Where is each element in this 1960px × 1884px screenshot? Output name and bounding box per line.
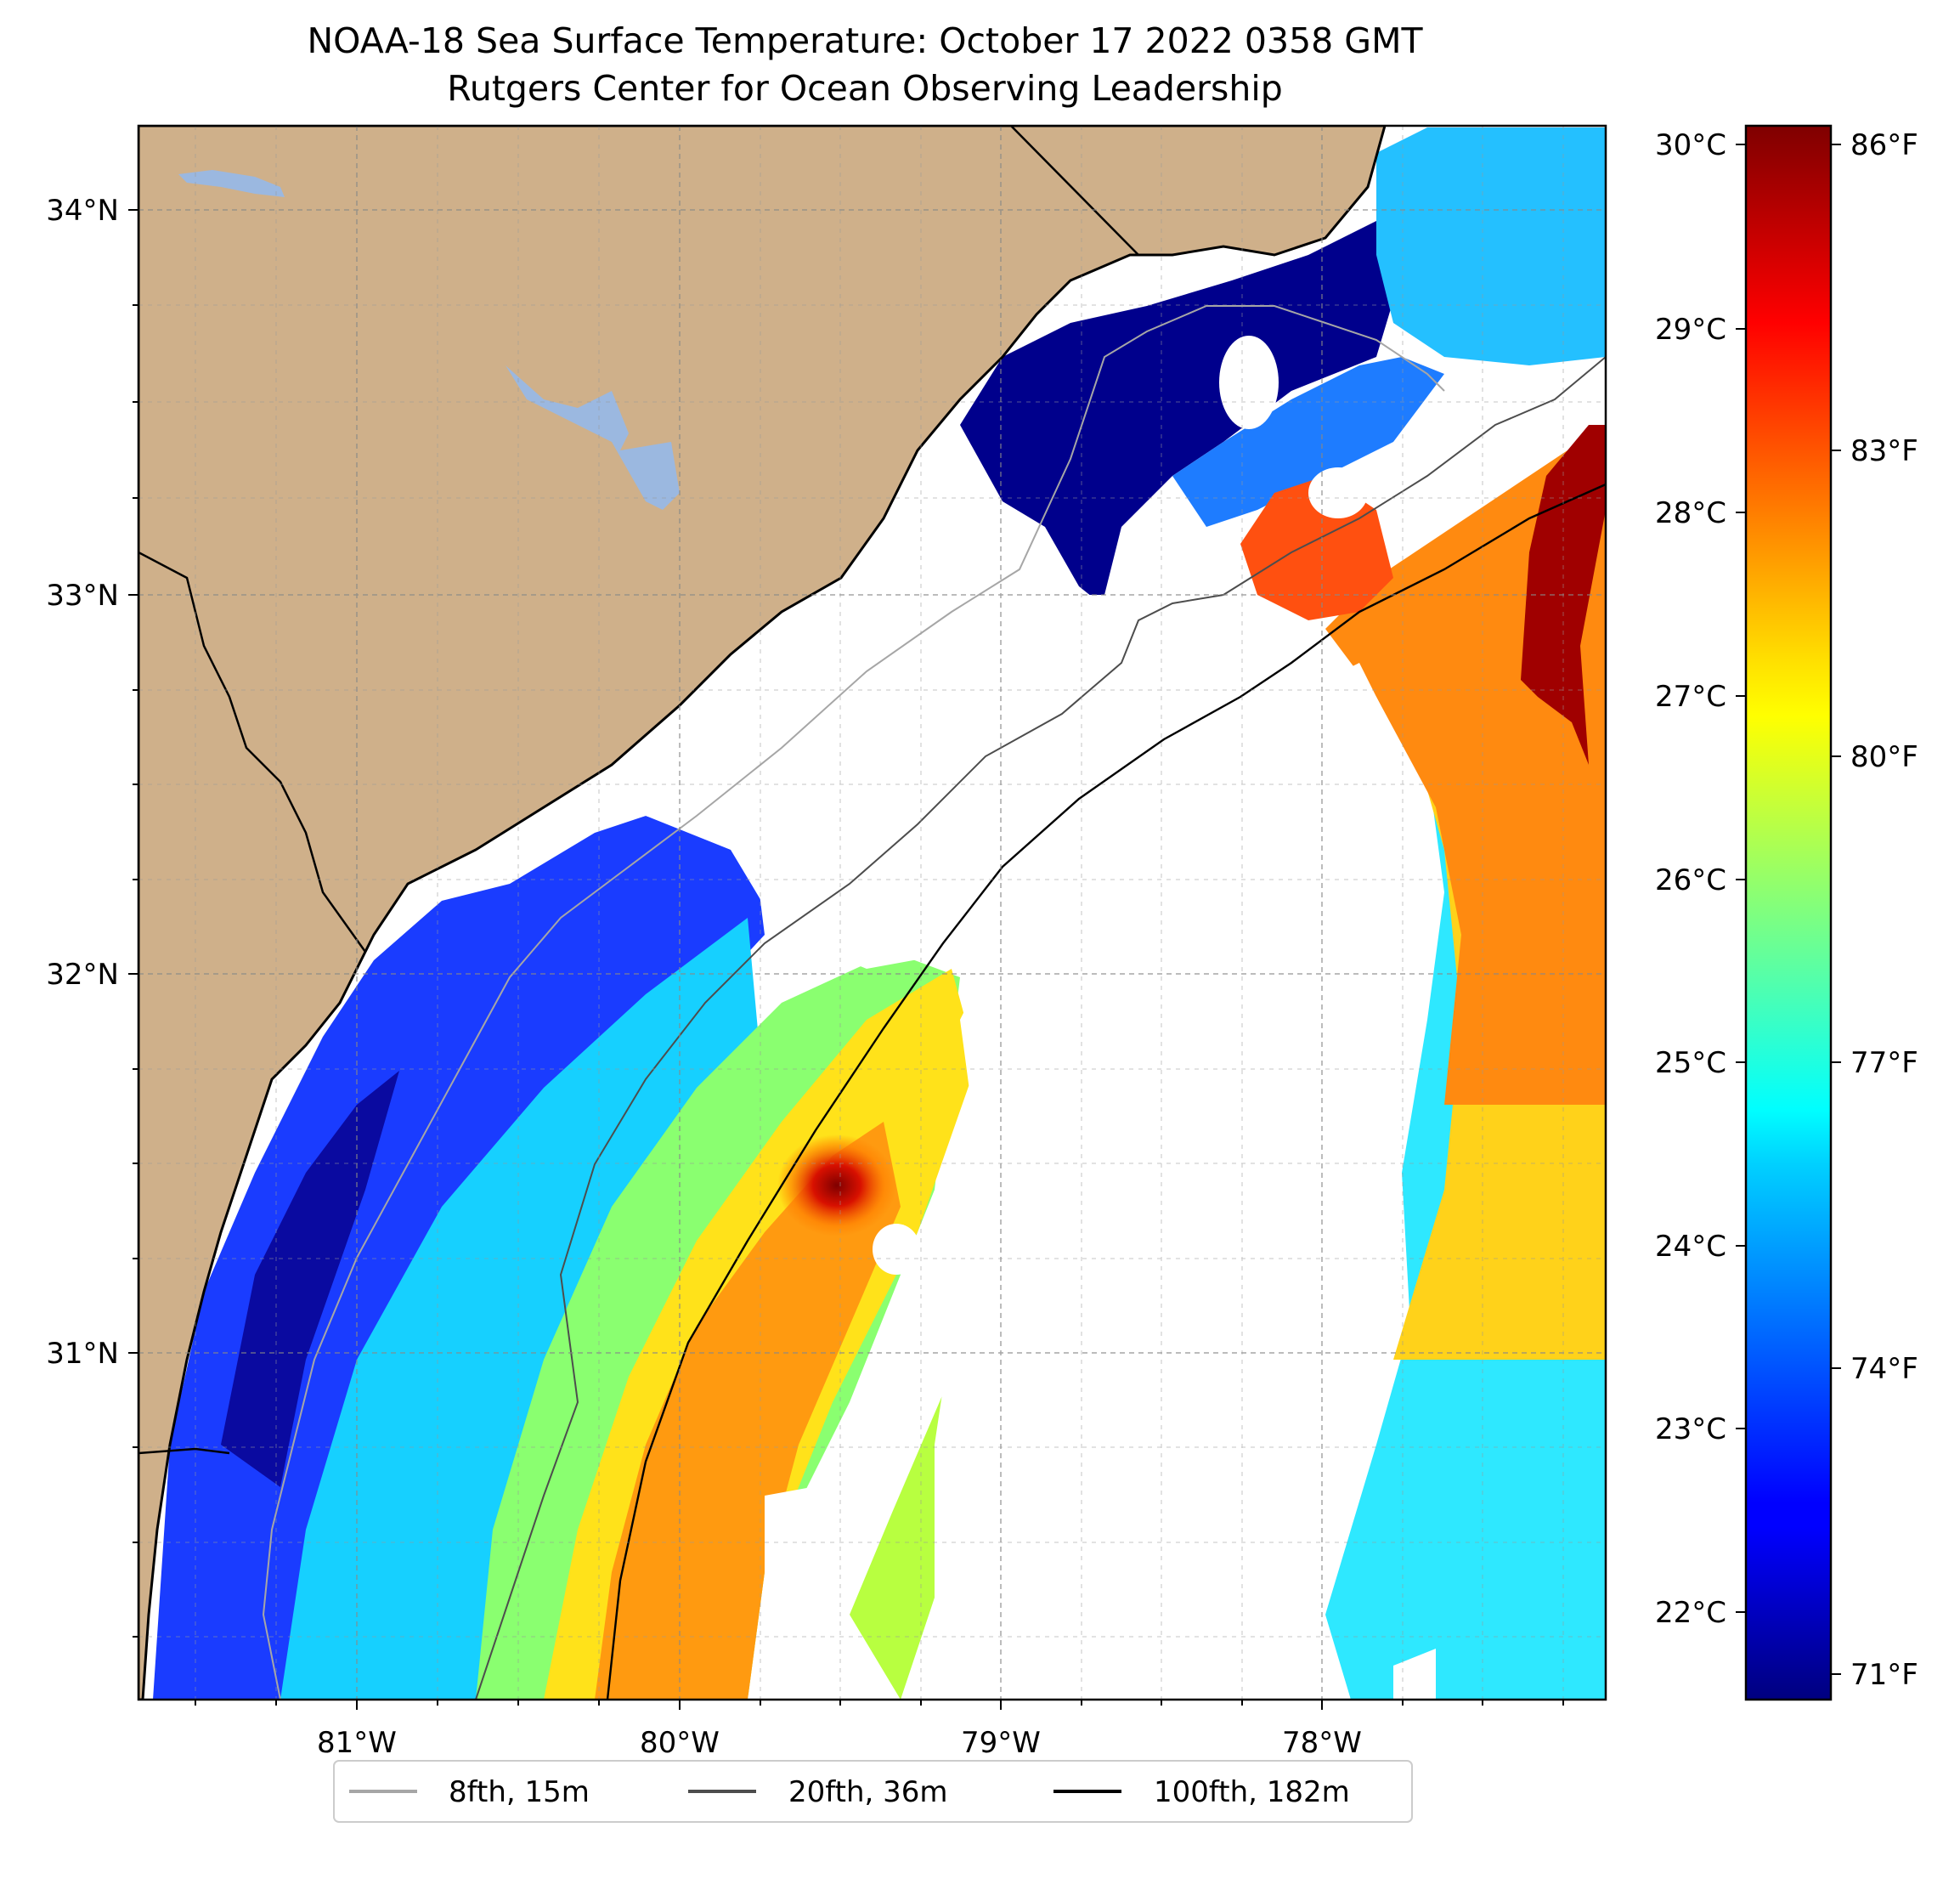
latitude-axis: [128, 209, 138, 1638]
state-boundary-nc-sc: [1010, 126, 1139, 256]
colorbar-fahrenheit-label: 74°F: [1850, 1352, 1918, 1386]
chart-title-line2: Rutgers Center for Ocean Observing Leade…: [447, 68, 1283, 109]
colorbar-celsius-label: 30°C: [1655, 128, 1726, 162]
longitude-axis: [195, 1700, 1564, 1710]
colorbar: 30°C 29°C 28°C 27°C 26°C 25°C 24°C 23°C …: [1655, 124, 1918, 1701]
chart-title-line1: NOAA-18 Sea Surface Temperature: October…: [307, 20, 1423, 61]
map-frame: [137, 124, 1607, 1701]
colorbar-fahrenheit-label: 83°F: [1850, 434, 1918, 468]
colorbar-fahrenheit-label: 80°F: [1850, 740, 1918, 774]
no-data-south-gap: [748, 1479, 875, 1700]
sst-hotspot: [777, 1134, 896, 1236]
colorbar-celsius-label: 23°C: [1655, 1412, 1726, 1446]
sst-coastal-cyan: [280, 918, 765, 1700]
colorbar-fahrenheit-label: 86°F: [1850, 128, 1918, 162]
sst-map: [138, 126, 1606, 1700]
contour-8fth: [262, 305, 1445, 1700]
colorbar-celsius-label: 29°C: [1655, 313, 1726, 347]
no-data-small-hole: [873, 1224, 920, 1275]
lat-tick-label: 31°N: [46, 1337, 119, 1371]
map-gridlines: [138, 126, 1606, 1700]
lake-marion-lake: [506, 365, 680, 510]
legend-label-20fth: 20fth, 36m: [788, 1775, 948, 1809]
no-data-cloud-central: [935, 663, 1436, 1640]
colorbar-celsius-label: 24°C: [1655, 1230, 1726, 1264]
colorbar-celsius-label: 22°C: [1655, 1596, 1726, 1630]
state-boundary-sc-ga: [138, 551, 367, 953]
lon-tick-label: 79°W: [961, 1726, 1041, 1760]
lon-tick-label: 80°W: [640, 1726, 720, 1760]
lon-tick-label: 81°W: [317, 1726, 397, 1760]
sst-north-blue-mix: [1172, 357, 1444, 527]
contour-100fth: [606, 483, 1606, 1700]
no-data-southeast-gap: [1393, 1649, 1436, 1700]
legend-label-8fth: 8fth, 15m: [449, 1775, 590, 1809]
sst-shelf-orange: [595, 1122, 901, 1700]
sst-north-cold-water: [960, 221, 1402, 620]
legend-label-100fth: 100fth, 182m: [1154, 1775, 1350, 1809]
land-mass: [138, 126, 1387, 1700]
legend-box: [333, 1760, 1413, 1823]
colorbar-celsius-label: 27°C: [1655, 680, 1726, 714]
sst-northeast-strip: [1376, 127, 1606, 365]
lat-tick-label: 32°N: [46, 958, 119, 992]
colorbar-celsius-label: 28°C: [1655, 496, 1726, 530]
legend: 8fth, 15m 20fth, 36m 100fth, 182m: [333, 1760, 1413, 1823]
lake-small-north: [178, 170, 285, 197]
map-minor-gridlines: [138, 126, 1606, 1700]
lat-tick-label: 34°N: [46, 194, 119, 228]
colorbar-celsius-label: 25°C: [1655, 1046, 1726, 1080]
contour-20fth: [475, 356, 1606, 1700]
lat-tick-label: 33°N: [46, 579, 119, 613]
lon-tick-label: 78°W: [1282, 1726, 1362, 1760]
sst-coastal-dark-band: [221, 1071, 399, 1487]
no-data-shelf-gap: [442, 595, 1291, 969]
state-boundary-ga-fl: [138, 1447, 230, 1455]
colorbar-fahrenheit-label: 77°F: [1850, 1046, 1918, 1080]
colorbar-fahrenheit-label: 71°F: [1850, 1658, 1918, 1692]
no-data-hole-north-2: [1308, 467, 1368, 518]
no-data-hole-north-1: [1219, 336, 1279, 429]
colorbar-celsius-label: 26°C: [1655, 863, 1726, 897]
colorbar-gradient: [1744, 124, 1833, 1701]
